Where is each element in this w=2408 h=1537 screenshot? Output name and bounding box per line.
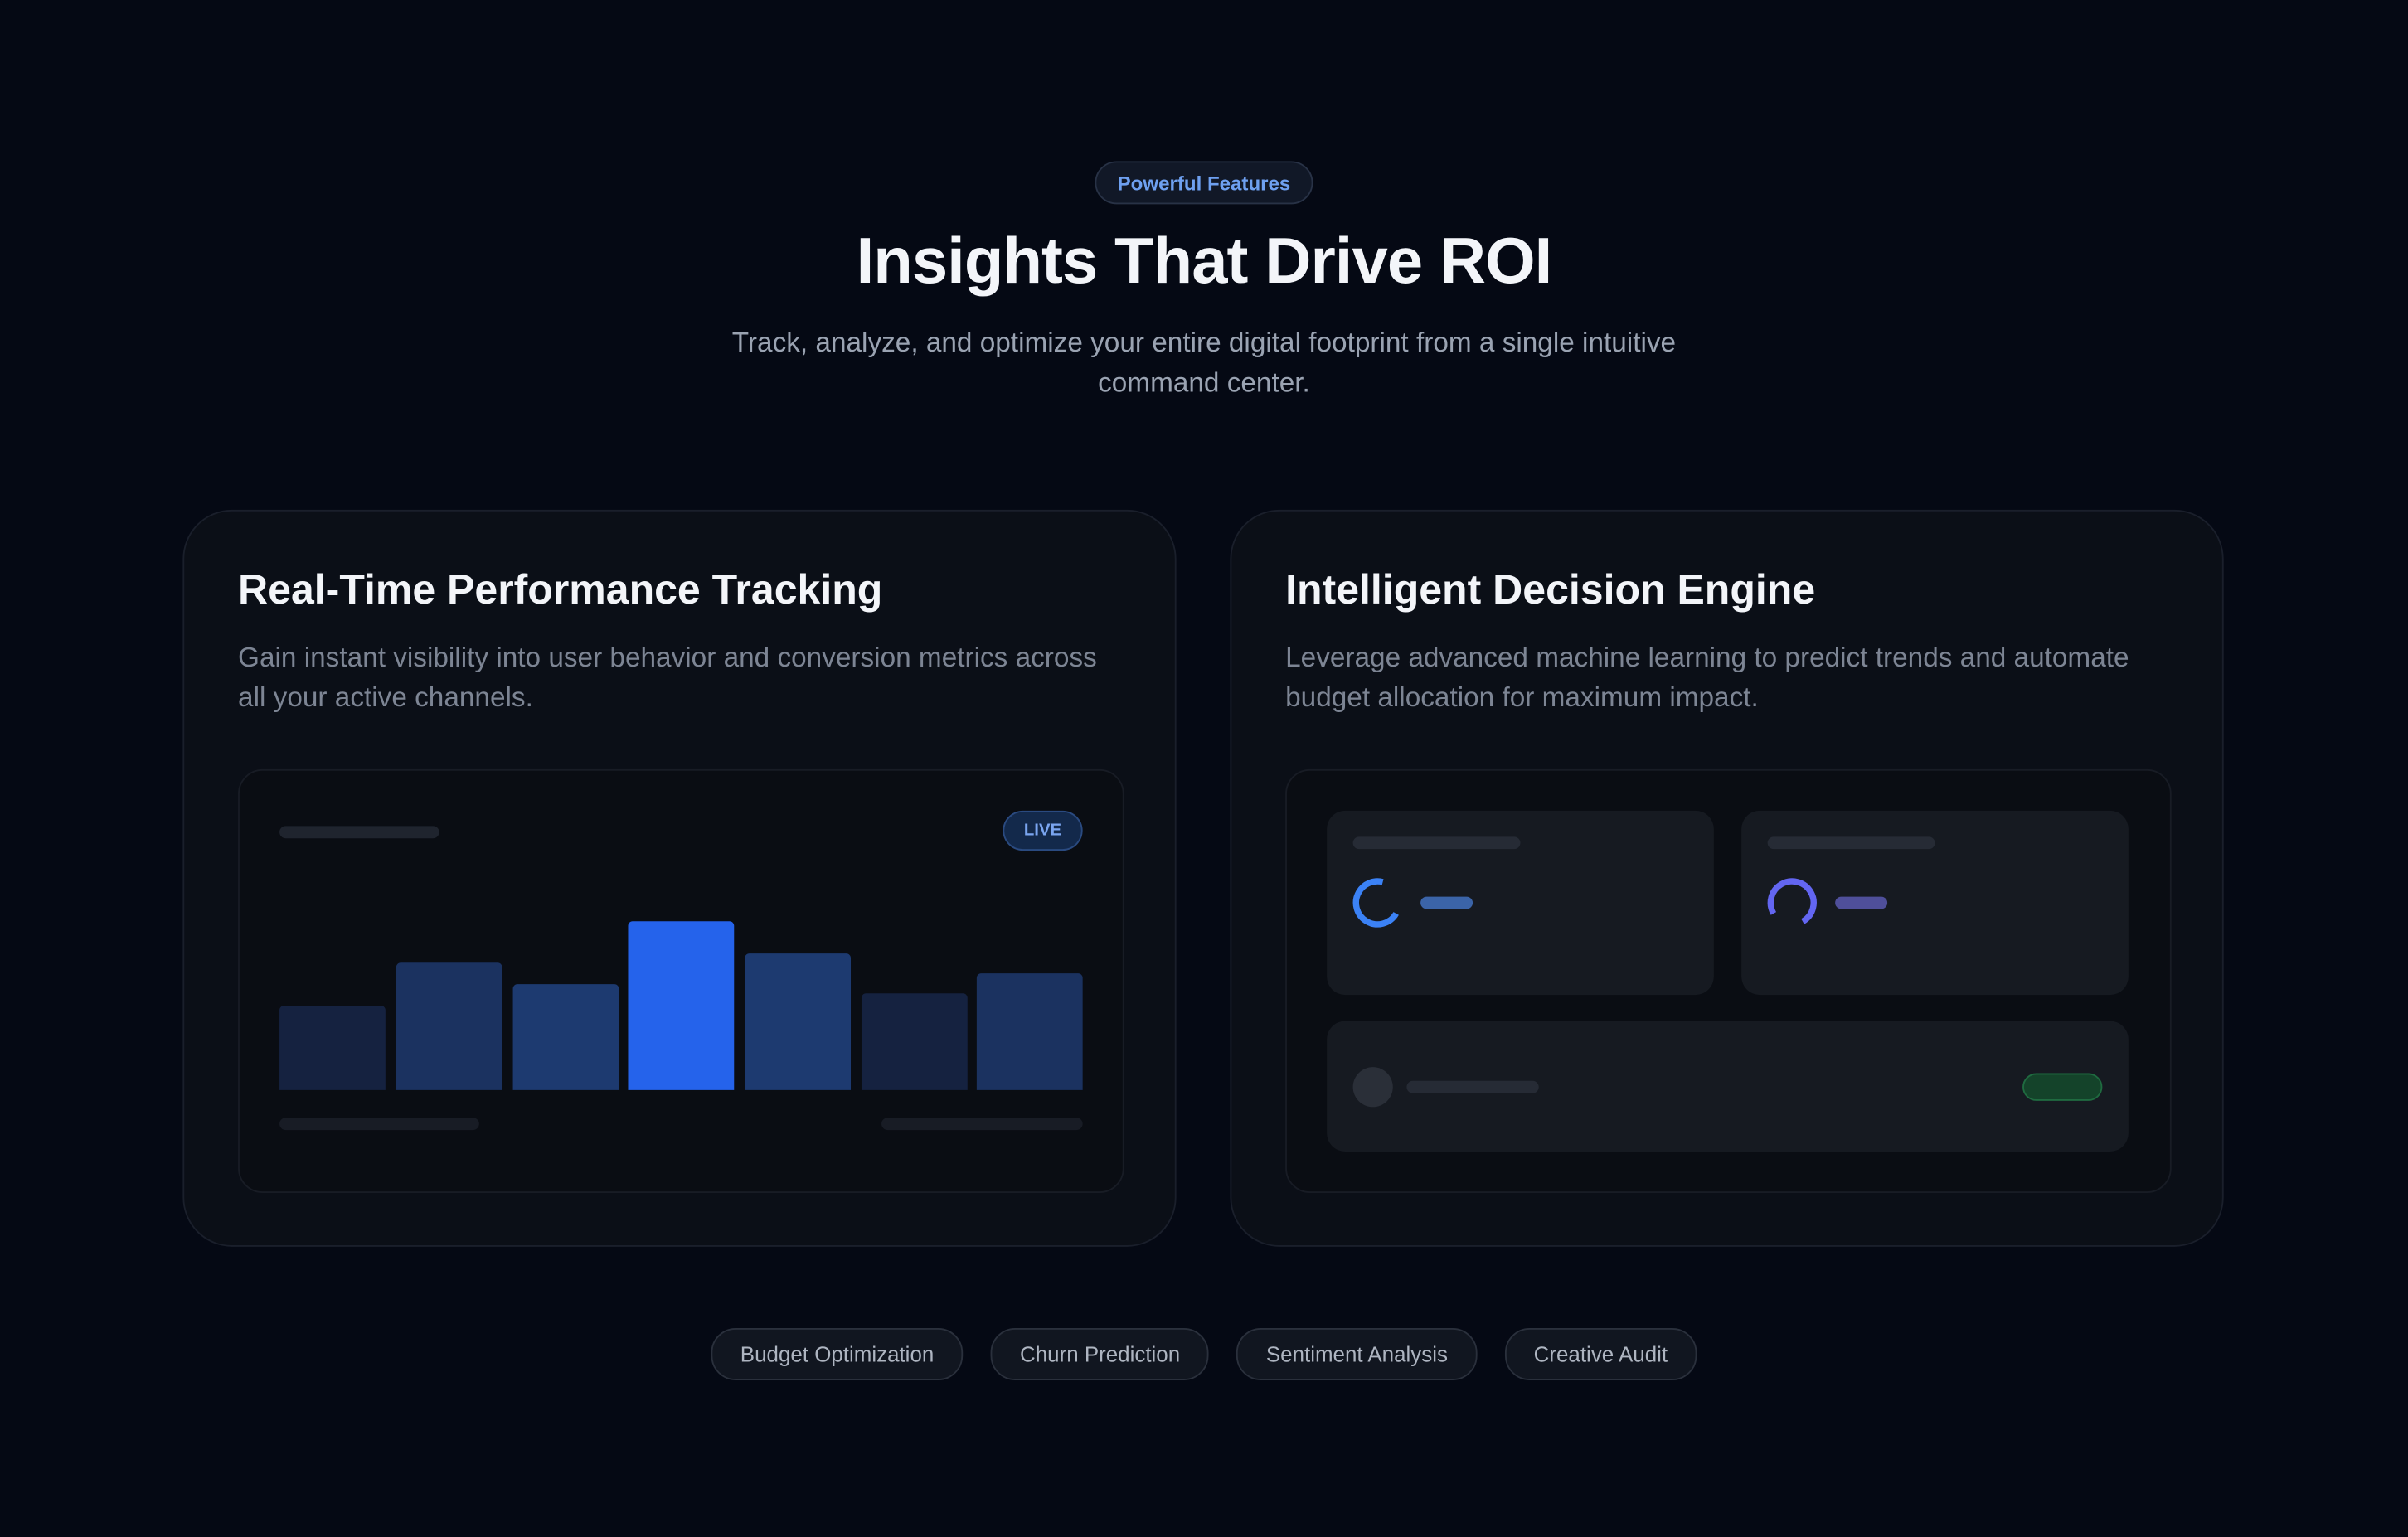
- bar: [628, 921, 735, 1090]
- tag[interactable]: Budget Optimization: [711, 1327, 964, 1380]
- card-title: Real-Time Performance Tracking: [238, 566, 883, 613]
- metric-card: [1327, 810, 1714, 996]
- placeholder: [1406, 1080, 1539, 1093]
- placeholder: [279, 826, 439, 839]
- engine-panel: [1285, 768, 2172, 1194]
- feature-card: Intelligent Decision Engine Leverage adv…: [1230, 509, 2224, 1247]
- bar: [396, 962, 502, 1090]
- placeholder: [1352, 836, 1521, 850]
- placeholder: [1835, 896, 1888, 909]
- placeholder: [1420, 896, 1473, 909]
- status-pill: [2022, 1073, 2103, 1101]
- bar: [745, 953, 852, 1090]
- tag[interactable]: Churn Prediction: [990, 1327, 1210, 1380]
- progress-ring: [1352, 878, 1402, 928]
- card-description: Gain instant visibility into user behavi…: [238, 642, 1097, 713]
- placeholder: [279, 1118, 479, 1131]
- feature-card: Real-Time Performance Tracking Gain inst…: [182, 509, 1177, 1247]
- bar: [512, 984, 619, 1090]
- bar: [861, 993, 968, 1090]
- card-title: Intelligent Decision Engine: [1285, 566, 1816, 613]
- metric-card: [1741, 810, 2129, 996]
- status-row: [1327, 1021, 2129, 1152]
- tag[interactable]: Creative Audit: [1504, 1327, 1697, 1380]
- section-subtitle: Track, analyze, and optimize your entire…: [731, 327, 1677, 398]
- bar: [279, 1006, 386, 1090]
- placeholder: [1767, 836, 1935, 850]
- avatar: [1352, 1067, 1393, 1108]
- chart-panel: LIVE: [238, 768, 1124, 1194]
- section-title: Insights That Drive ROI: [856, 224, 1553, 297]
- live-badge: LIVE: [1003, 810, 1083, 851]
- bar: [976, 973, 1083, 1090]
- placeholder: [881, 1118, 1083, 1131]
- progress-ring: [1767, 878, 1817, 928]
- tag-list: Budget Optimization Churn Prediction Sen…: [0, 1327, 2408, 1380]
- tag[interactable]: Sentiment Analysis: [1236, 1327, 1478, 1380]
- section-badge: Powerful Features: [1095, 161, 1313, 205]
- card-description: Leverage advanced machine learning to pr…: [1285, 642, 2129, 713]
